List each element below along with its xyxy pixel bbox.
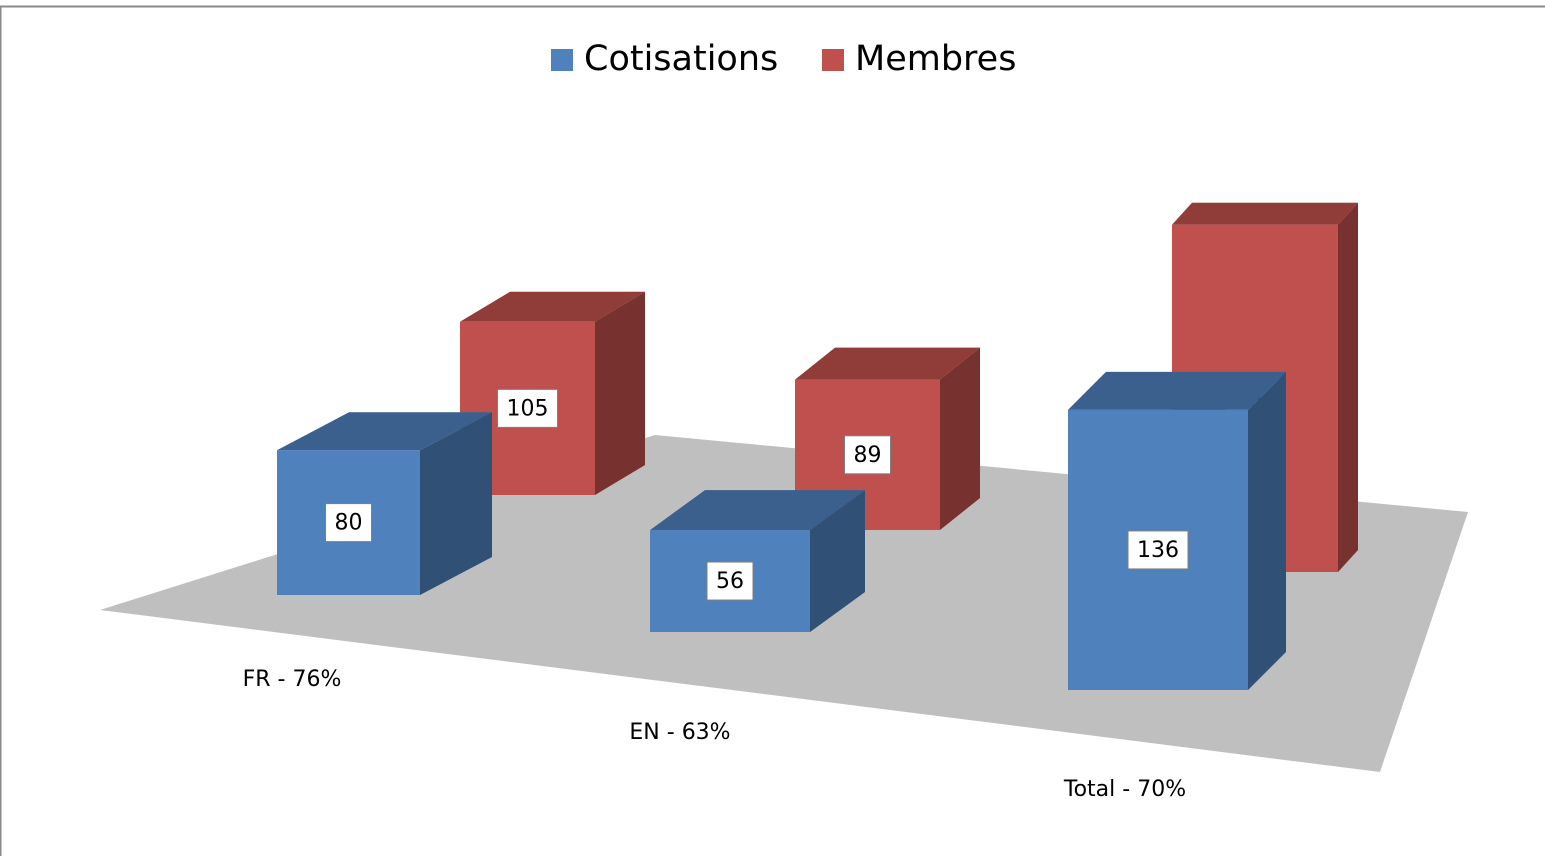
data-label: 105: [507, 396, 549, 421]
legend-label: Cotisations: [584, 39, 778, 79]
legend-swatch: [551, 49, 573, 71]
data-label: 89: [854, 443, 882, 468]
x-tick-label: Total - 70%: [1063, 777, 1186, 802]
legend-swatch: [822, 49, 844, 71]
data-label: 80: [335, 511, 363, 536]
legend-label: Membres: [855, 39, 1016, 79]
data-label: 56: [716, 569, 744, 594]
bar-side-shade: [1338, 203, 1358, 572]
bar-top-shade: [1172, 203, 1358, 225]
bar-top-shade: [1068, 372, 1286, 410]
data-label: 136: [1137, 538, 1179, 563]
x-tick-label: FR - 76%: [243, 667, 342, 692]
bar-side-shade: [595, 292, 645, 495]
bar: 80: [277, 412, 492, 595]
bar-side-shade: [1248, 372, 1286, 690]
x-tick-label: EN - 63%: [629, 720, 730, 745]
bar: 56: [650, 490, 865, 632]
bar-side-shade: [940, 348, 980, 530]
bar: 136: [1068, 372, 1286, 690]
